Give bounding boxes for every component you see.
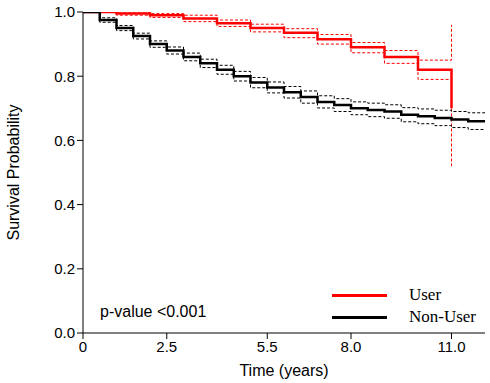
html-text:User: User [409,285,442,304]
svg-text:Time (years): Time (years) [239,362,328,379]
svg-text:8.0: 8.0 [341,338,362,355]
svg-text:0.8: 0.8 [54,68,75,85]
html-text:p-value <0.001: p-value <0.001 [100,303,207,320]
svg-text:11.0: 11.0 [437,338,465,355]
html-text:Non-User: Non-User [409,307,476,326]
svg-text:0.0: 0.0 [54,324,75,341]
svg-text:0.2: 0.2 [54,260,75,277]
svg-text:0: 0 [79,338,87,355]
svg-text:Survival Probability: Survival Probability [8,104,22,240]
svg-text:2.5: 2.5 [156,338,177,355]
svg-text:5.5: 5.5 [257,338,278,355]
svg-text:0.4: 0.4 [54,196,75,213]
svg-text:0.6: 0.6 [54,132,75,149]
svg-text:1.0: 1.0 [54,3,75,20]
